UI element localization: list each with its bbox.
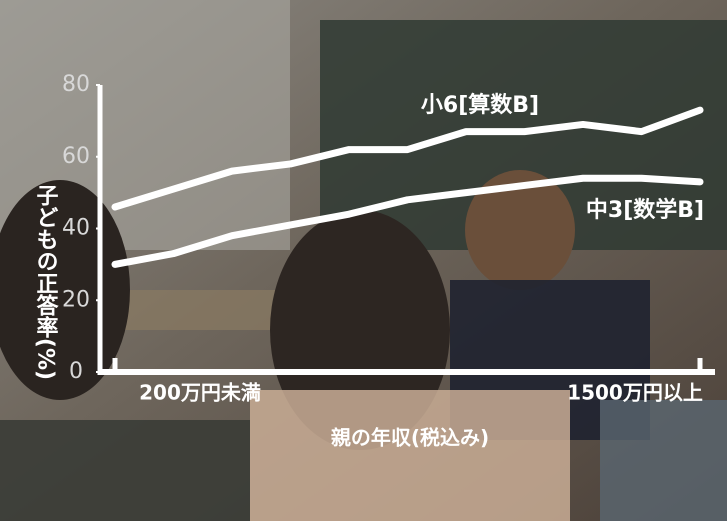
y-tick-label: 80: [62, 72, 90, 97]
y-tick-label: 0: [69, 359, 83, 384]
y-tick-label: 40: [62, 216, 90, 241]
y-tick-label: 20: [62, 287, 90, 312]
series-label: 中3[数学B]: [586, 197, 704, 223]
series-line: [111, 106, 704, 211]
x-tick-label: 1500万円以上: [567, 381, 703, 405]
x-axis-label: 親の年収(税込み): [331, 426, 489, 450]
x-tick-label: 200万円未満: [139, 381, 261, 405]
series-line: [111, 174, 704, 268]
y-axis-label: 子どもの正答率(%): [33, 184, 59, 380]
y-tick-label: 60: [62, 144, 90, 169]
series-label: 小6[算数B]: [421, 92, 539, 118]
